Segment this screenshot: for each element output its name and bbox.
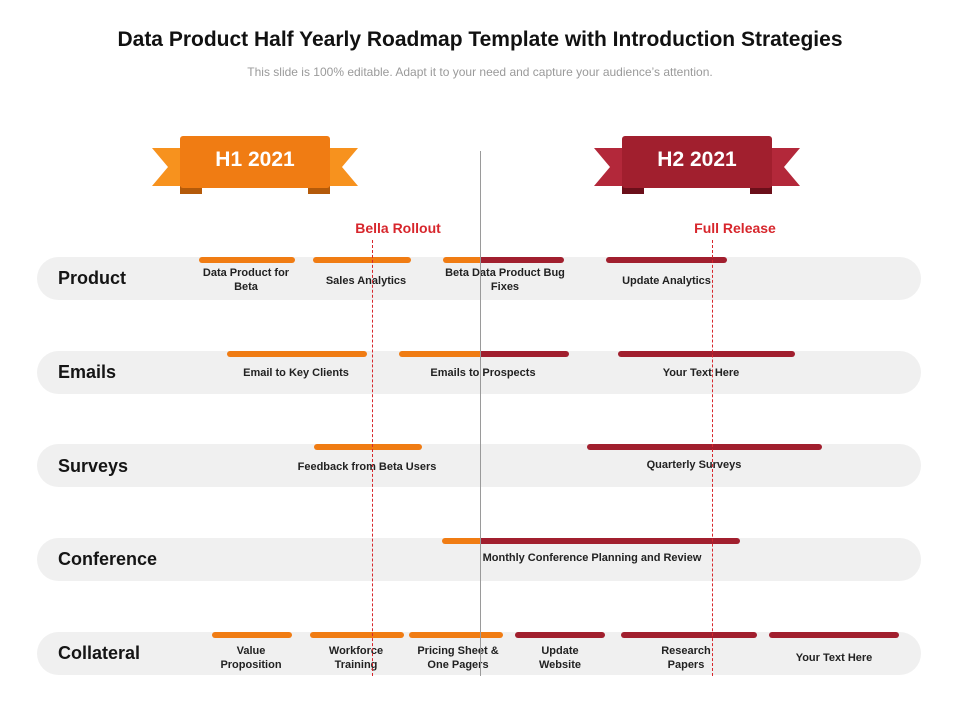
task-bar <box>769 632 899 638</box>
task-label: Your Text Here <box>662 367 740 379</box>
task-label: Data Product for Beta <box>202 267 290 293</box>
milestone-full-release: Full Release <box>694 220 776 236</box>
task-bar <box>587 444 822 450</box>
task-label: Sales Analytics <box>325 275 407 287</box>
row-band-product <box>37 257 921 300</box>
task-label: Monthly Conference Planning and Review <box>482 552 702 564</box>
task-label: Quarterly Surveys <box>646 459 742 471</box>
task-bar <box>515 632 605 638</box>
task-bar <box>409 632 503 638</box>
task-bar <box>313 257 411 263</box>
task-label: Value Proposition <box>220 645 282 671</box>
page-subtitle: This slide is 100% editable. Adapt it to… <box>247 65 713 79</box>
task-bar <box>621 632 757 638</box>
h2-label: H2 2021 <box>657 148 737 171</box>
task-bar <box>212 632 292 638</box>
row-band-emails <box>37 351 921 394</box>
h2-ribbon: H2 2021 <box>594 136 800 202</box>
task-bar <box>399 351 569 357</box>
row-label-collateral: Collateral <box>58 643 141 663</box>
h1-ribbon: H1 2021 <box>152 136 358 202</box>
task-label: Workforce Training <box>328 645 384 671</box>
task-label: Emails to Prospects <box>430 367 536 379</box>
task-label: Update Website <box>539 645 581 671</box>
task-bar <box>227 351 367 357</box>
task-bar <box>310 632 404 638</box>
task-bar <box>199 257 295 263</box>
task-label: Update Analytics <box>622 275 711 287</box>
task-label: Feedback from Beta Users <box>297 461 437 473</box>
row-label-product: Product <box>58 268 127 288</box>
row-band-surveys <box>37 444 921 487</box>
task-bar <box>442 538 740 544</box>
task-bar <box>314 444 422 450</box>
task-bar <box>443 257 564 263</box>
row-band-collateral <box>37 632 921 675</box>
h1-label: H1 2021 <box>215 148 295 171</box>
half-year-divider <box>480 151 481 676</box>
row-band-conference <box>37 538 921 581</box>
task-bar <box>618 351 795 357</box>
row-label-surveys: Surveys <box>58 456 129 476</box>
task-label: Your Text Here <box>795 652 873 664</box>
page-title: Data Product Half Yearly Roadmap Templat… <box>117 28 843 51</box>
task-label: Email to Key Clients <box>243 367 349 379</box>
task-label: Pricing Sheet & One Pagers <box>417 645 499 671</box>
full-release-line <box>712 240 713 676</box>
task-bar <box>606 257 727 263</box>
row-label-conference: Conference <box>58 549 158 569</box>
milestone-bella-rollout: Bella Rollout <box>355 220 441 236</box>
task-label: Research Papers <box>661 645 711 671</box>
row-label-emails: Emails <box>58 362 117 382</box>
bella-rollout-line <box>372 240 373 676</box>
task-label: Beta Data Product Bug Fixes <box>445 267 565 293</box>
